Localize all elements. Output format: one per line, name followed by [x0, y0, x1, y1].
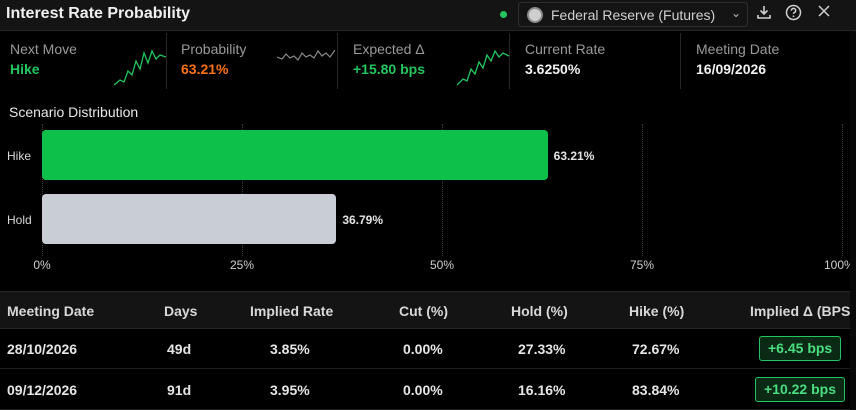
sparkline-icon	[457, 49, 509, 86]
column-header[interactable]: Hike (%)	[629, 303, 685, 319]
cell-hike: 83.84%	[632, 382, 680, 398]
help-icon[interactable]	[783, 4, 803, 24]
metric-current-rate: Current Rate 3.6250%	[525, 33, 675, 89]
column-header[interactable]: Cut (%)	[399, 303, 448, 319]
source-dropdown-label: Federal Reserve (Futures)	[551, 7, 716, 23]
grid-line	[242, 124, 243, 256]
metrics-strip: Next Move Hike Probability 63.21% Expect…	[0, 33, 856, 89]
x-tick-label: 25%	[229, 258, 255, 272]
table-row[interactable]: 09/12/2026 91d 3.95% 0.00% 16.16% 83.84%…	[0, 370, 856, 410]
cell-implied-rate: 3.95%	[270, 382, 310, 398]
metric-divider	[509, 33, 510, 89]
metric-divider	[337, 33, 338, 89]
window-header: Interest Rate Probability Federal Reserv…	[0, 0, 856, 31]
metric-label: Expected Δ	[353, 41, 425, 57]
metric-divider	[680, 33, 681, 89]
category-label-hike: Hike	[7, 149, 32, 163]
grid-line	[842, 124, 843, 256]
metric-divider	[166, 33, 167, 89]
implied-delta-badge: +6.45 bps	[759, 336, 842, 361]
column-header[interactable]: Implied Rate	[250, 303, 334, 319]
download-icon[interactable]	[754, 4, 774, 24]
metric-value: Hike	[10, 61, 40, 77]
x-tick-label: 75%	[629, 258, 655, 272]
metric-probability: Probability 63.21%	[181, 33, 336, 89]
metric-meeting-date: Meeting Date 16/09/2026	[696, 33, 846, 89]
cell-cut: 0.00%	[403, 341, 443, 357]
cell-cut: 0.00%	[403, 382, 443, 398]
bar-hold	[42, 194, 337, 244]
x-tick-label: 0%	[33, 258, 51, 272]
cell-hike: 72.67%	[632, 341, 680, 357]
grid-line	[442, 124, 443, 256]
cell-meeting-date: 28/10/2026	[7, 341, 78, 357]
table-row[interactable]: 28/10/2026 49d 3.85% 0.00% 27.33% 72.67%…	[0, 329, 856, 369]
grid-line	[642, 124, 643, 256]
bar-value-label-hold: 36.79%	[342, 213, 384, 227]
metric-value: 63.21%	[181, 61, 229, 77]
column-header[interactable]: Implied Δ (BPS	[750, 303, 851, 319]
column-header[interactable]: Days	[164, 303, 198, 319]
source-dropdown[interactable]: Federal Reserve (Futures) ⌄	[518, 2, 748, 27]
metric-value: 16/09/2026	[696, 61, 767, 77]
metric-value: 3.6250%	[525, 61, 581, 77]
scrollbar[interactable]	[850, 31, 856, 410]
cell-hold: 16.16%	[518, 382, 566, 398]
bar-value-label-hike: 63.21%	[553, 149, 595, 163]
cell-hold: 27.33%	[518, 341, 566, 357]
column-header[interactable]: Meeting Date	[7, 303, 95, 319]
panel-title: Interest Rate Probability	[6, 5, 191, 22]
x-tick-label: 100%	[824, 258, 855, 272]
cell-days: 91d	[167, 382, 192, 398]
category-label-hold: Hold	[7, 213, 32, 227]
chevron-down-icon: ⌄	[731, 6, 742, 20]
bar-hike	[42, 130, 548, 180]
metric-label: Current Rate	[525, 41, 606, 57]
cell-days: 49d	[167, 341, 192, 357]
column-header[interactable]: Hold (%)	[511, 303, 568, 319]
close-icon[interactable]	[814, 4, 834, 24]
implied-delta-badge: +10.22 bps	[755, 377, 845, 402]
cell-implied-rate: 3.85%	[270, 341, 310, 357]
metric-value: +15.80 bps	[353, 61, 425, 77]
grid-line	[42, 124, 43, 256]
sparkline-icon	[114, 49, 166, 86]
metric-next-move: Next Move Hike	[10, 33, 166, 89]
metric-label: Probability	[181, 41, 247, 57]
distribution-title: Scenario Distribution	[9, 104, 139, 120]
federal-reserve-seal-icon	[527, 7, 543, 23]
metric-expected-delta: Expected Δ +15.80 bps	[353, 33, 509, 89]
sparkline-icon	[277, 49, 335, 61]
x-tick-label: 50%	[429, 258, 455, 272]
cell-meeting-date: 09/12/2026	[7, 382, 78, 398]
table-header-row: Meeting Date Days Implied Rate Cut (%) H…	[0, 291, 856, 329]
metric-label: Next Move	[10, 41, 77, 57]
live-status-indicator	[500, 11, 507, 18]
metric-label: Meeting Date	[696, 41, 780, 57]
